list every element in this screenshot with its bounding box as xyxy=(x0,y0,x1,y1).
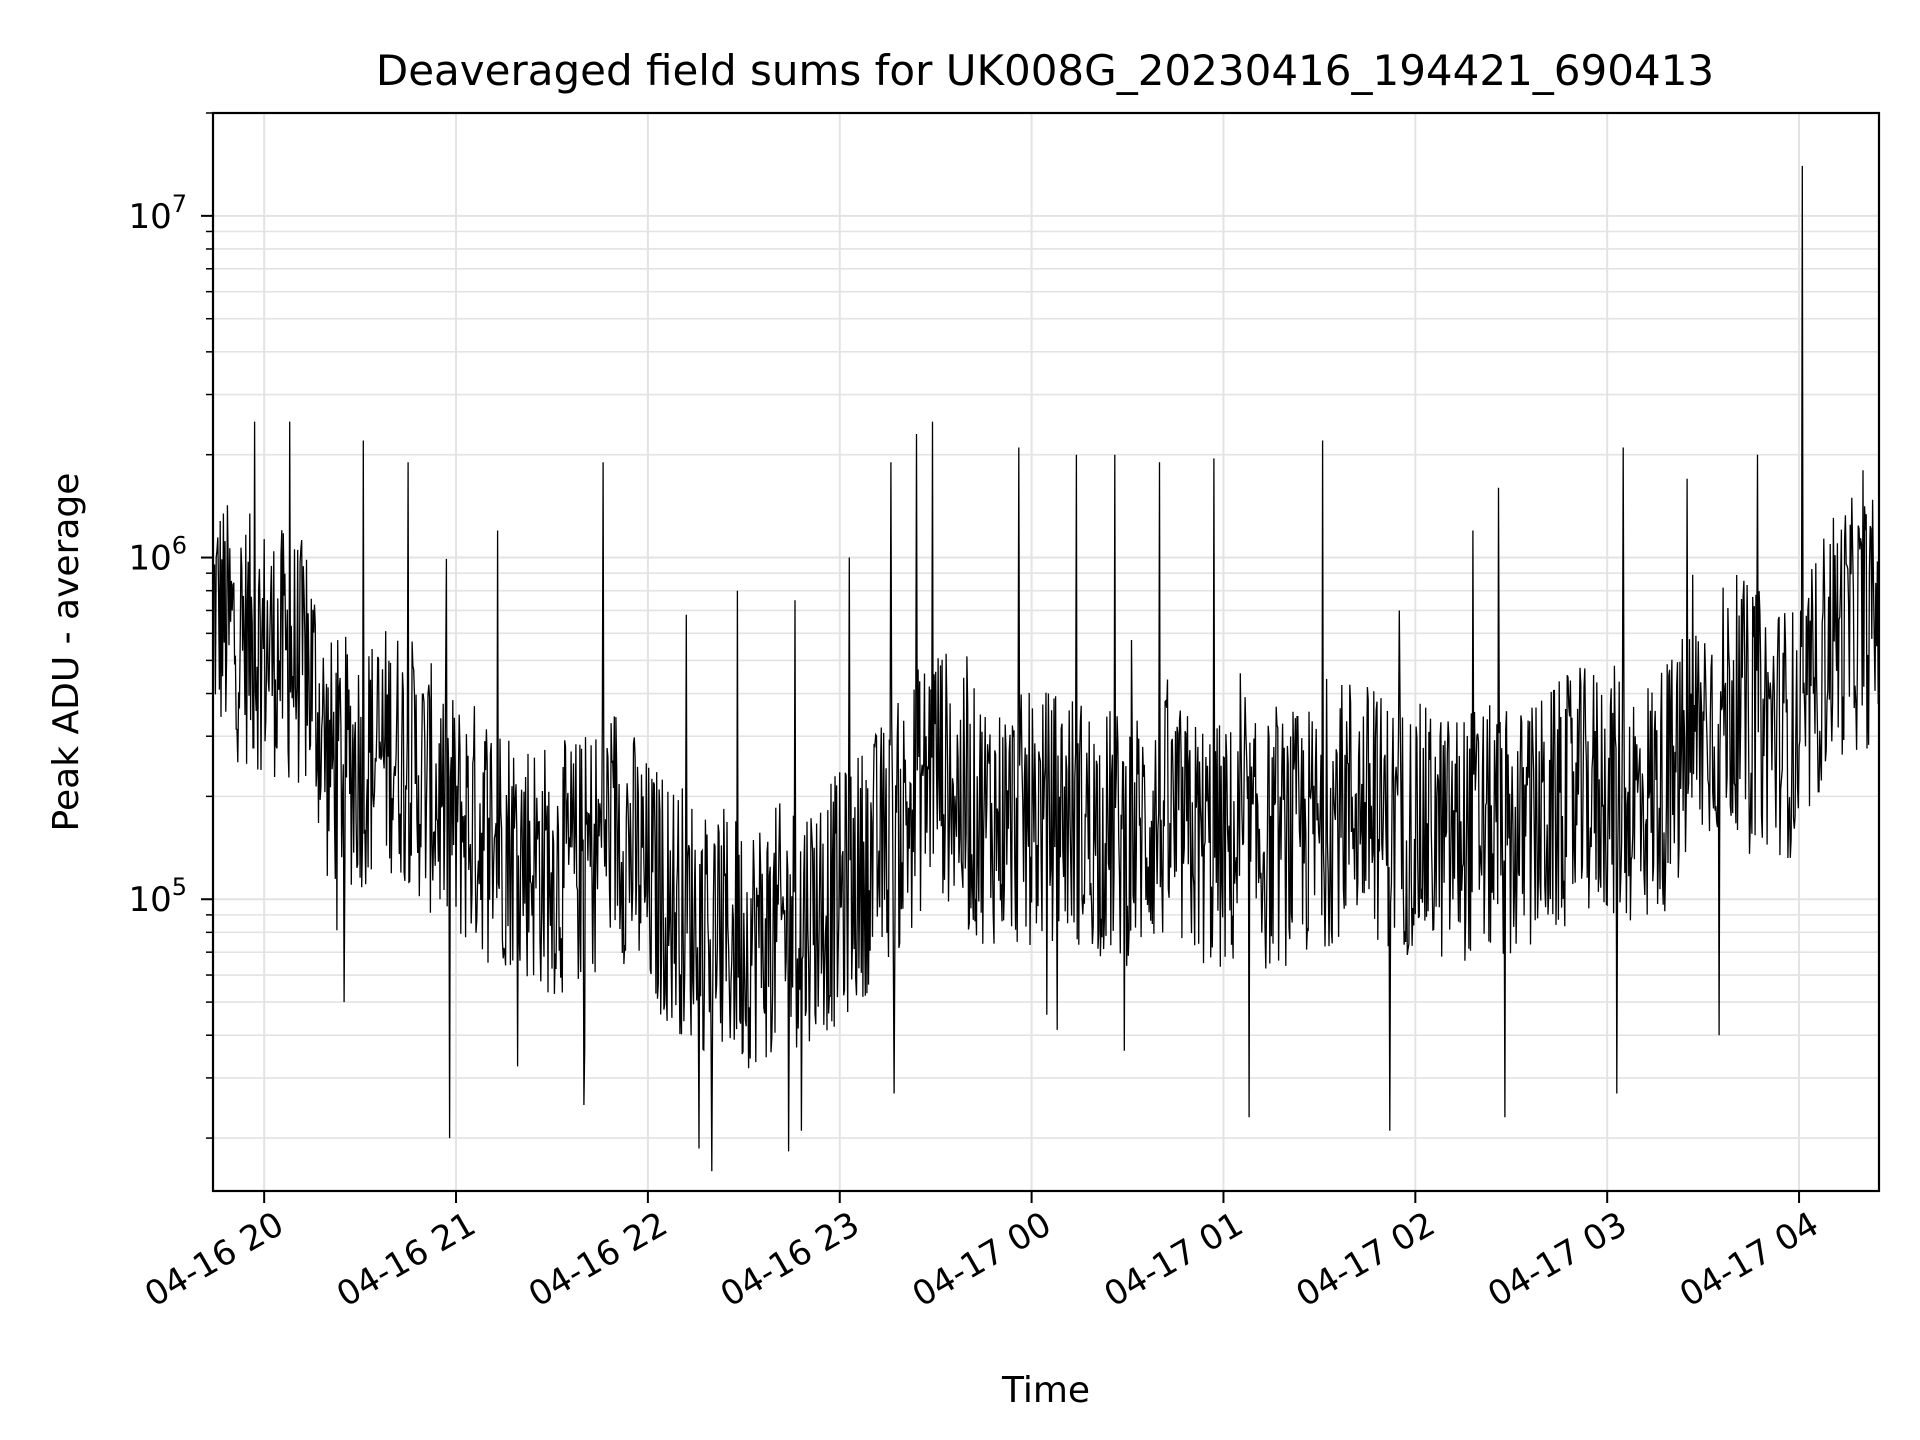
x-tick-label: 04-16 22 xyxy=(522,1204,674,1315)
y-axis-label: Peak ADU - average xyxy=(46,473,87,832)
grid-lines xyxy=(213,112,1879,1191)
plot-area xyxy=(213,165,1879,1172)
x-axis-label: Time xyxy=(1001,1370,1090,1411)
chart-title: Deaveraged field sums for UK008G_2023041… xyxy=(376,46,1714,95)
x-tick-label: 04-17 03 xyxy=(1481,1204,1633,1315)
x-tick-label: 04-17 01 xyxy=(1098,1204,1250,1315)
series-line xyxy=(213,165,1879,1172)
x-tick-label: 04-17 02 xyxy=(1289,1204,1441,1315)
x-axis: 04-16 20 04-16 21 04-16 22 04-16 23 04-17 00… xyxy=(138,1191,1826,1315)
x-tick-label: 04-17 00 xyxy=(906,1204,1058,1315)
plot-frame xyxy=(211,111,1881,1193)
y-tick-label: 105 xyxy=(128,873,187,920)
x-tick-label: 04-17 04 xyxy=(1673,1204,1825,1315)
x-tick-label: 04-16 21 xyxy=(330,1204,482,1315)
y-tick-label: 106 xyxy=(128,532,187,579)
x-tick-label: 04-16 23 xyxy=(714,1204,866,1315)
x-tick-label: 04-16 20 xyxy=(138,1204,290,1315)
y-tick-label: 107 xyxy=(128,190,187,237)
y-axis: 105 106 107 xyxy=(128,112,213,1139)
